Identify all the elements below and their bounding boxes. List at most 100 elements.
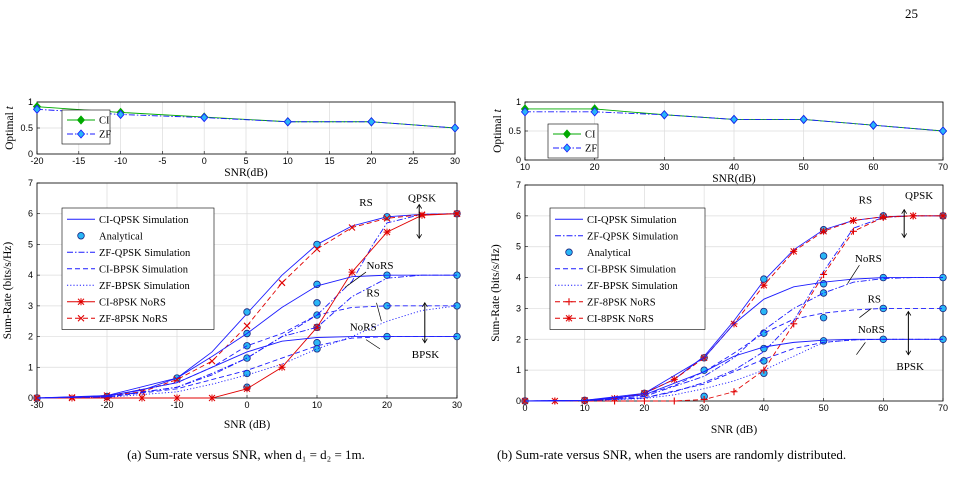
data-point xyxy=(283,117,292,127)
legend-label: ZF-8PSK NoRS xyxy=(587,297,656,308)
x-tick-label: 15 xyxy=(325,156,335,166)
annotation-arrowhead xyxy=(905,310,912,316)
data-point xyxy=(200,112,209,123)
data-point xyxy=(383,214,391,222)
data-point xyxy=(243,308,251,316)
legend-label: ZF-BPSK Simulation xyxy=(587,281,678,292)
x-tick-label: 30 xyxy=(450,156,460,166)
data-point xyxy=(313,299,321,307)
annotation-arrowhead xyxy=(416,203,423,209)
chart-a-top: -20 -15 -10 -5 0 5 10 15 20 25 30 0 0.5 1 SNR(dB) Optim… xyxy=(4,97,460,179)
series-line xyxy=(36,305,457,399)
x-tick-label: 10 xyxy=(283,156,293,166)
data-point xyxy=(790,320,798,328)
data-point xyxy=(138,394,146,402)
data-point xyxy=(729,114,739,125)
annotation-label: RS xyxy=(359,197,372,209)
y-tick-label: 0 xyxy=(28,149,33,159)
x-tick-label: -20 xyxy=(100,400,113,410)
y-tick-label: 0 xyxy=(28,393,33,403)
data-point xyxy=(760,366,768,374)
annotation-label: QPSK xyxy=(905,190,933,202)
x-axis-label: SNR (dB) xyxy=(711,424,757,436)
y-tick-label: 5 xyxy=(516,242,521,252)
data-point xyxy=(909,212,917,220)
annotation-arrowhead xyxy=(901,233,908,239)
x-tick-label: 70 xyxy=(938,162,948,172)
annotation-arrowhead xyxy=(901,208,908,214)
data-point xyxy=(879,213,887,221)
data-point xyxy=(820,270,828,278)
y-tick-label: 0.5 xyxy=(20,123,33,133)
legend-label: ZF xyxy=(585,144,597,155)
data-point xyxy=(453,210,461,218)
x-tick-label: -20 xyxy=(30,156,43,166)
data-point xyxy=(660,110,669,120)
y-tick-label: 7 xyxy=(28,178,33,188)
y-tick-label: 7 xyxy=(516,180,521,190)
annotation-label: QPSK xyxy=(408,192,436,204)
x-tick-label: 20 xyxy=(382,400,392,410)
x-tick-label: 10 xyxy=(312,400,322,410)
data-point xyxy=(760,357,768,365)
x-tick-label: 25 xyxy=(408,156,418,166)
x-tick-label: 5 xyxy=(243,156,248,166)
data-point xyxy=(313,323,321,331)
series-line xyxy=(524,307,943,402)
data-point xyxy=(819,280,828,288)
data-point xyxy=(367,117,376,127)
legend-label: CI-QPSK Simulation xyxy=(587,215,677,226)
data-point xyxy=(799,114,808,125)
legend-marker xyxy=(562,143,572,153)
legend-marker xyxy=(565,298,573,306)
data-point xyxy=(939,212,947,220)
x-tick-label: 0 xyxy=(244,400,249,410)
data-point xyxy=(730,388,738,396)
annotation-line xyxy=(856,342,866,355)
annotation-arrowhead xyxy=(905,350,912,356)
x-tick-label: 30 xyxy=(452,400,462,410)
data-point xyxy=(313,245,321,253)
annotation-arrowhead xyxy=(421,302,428,307)
legend-marker xyxy=(77,314,85,322)
data-point xyxy=(208,357,216,365)
series-line xyxy=(524,277,943,402)
series-line xyxy=(36,274,457,399)
x-tick-label: -10 xyxy=(114,156,127,166)
x-tick-label: 70 xyxy=(938,403,948,413)
legend-label: Analytical xyxy=(99,231,143,242)
data-point xyxy=(760,329,768,337)
data-point xyxy=(278,363,286,371)
x-tick-label: 50 xyxy=(819,403,829,413)
data-point xyxy=(700,395,708,403)
legend-label: ZF xyxy=(99,130,111,141)
data-point xyxy=(849,216,857,224)
series-line xyxy=(36,274,457,399)
data-point xyxy=(348,268,356,276)
y-axis-label-var: t xyxy=(4,105,16,109)
annotation-label: NoRS xyxy=(858,324,885,336)
annotation-label: NoRS xyxy=(367,260,394,272)
legend-label: ZF-QPSK Simulation xyxy=(99,248,191,259)
y-tick-label: 2 xyxy=(516,334,521,344)
legend-marker xyxy=(76,115,86,125)
y-tick-label: 6 xyxy=(28,209,33,219)
annotation-label: NoRS xyxy=(855,253,882,265)
y-tick-label: 3 xyxy=(516,303,521,313)
legend-label: ZF-QPSK Simulation xyxy=(587,231,679,242)
plot-frame xyxy=(524,184,944,402)
annotation-label: RS xyxy=(366,288,379,300)
series-line xyxy=(524,338,943,402)
chart-b-top: 10 20 30 40 50 60 70 0 0.5 1 SNR(dB) Optimal t CI ZF xyxy=(492,97,948,185)
legend-label: CI xyxy=(99,116,110,127)
x-tick-label: 0 xyxy=(522,403,527,413)
data-point xyxy=(819,289,828,297)
data-point xyxy=(348,224,356,231)
data-point xyxy=(820,227,828,235)
data-point xyxy=(790,247,798,255)
data-point xyxy=(819,252,828,260)
x-tick-label: 60 xyxy=(878,403,888,413)
data-point xyxy=(640,397,648,405)
legend-label: CI-QPSK Simulation xyxy=(99,215,189,226)
annotation-line xyxy=(344,271,367,288)
